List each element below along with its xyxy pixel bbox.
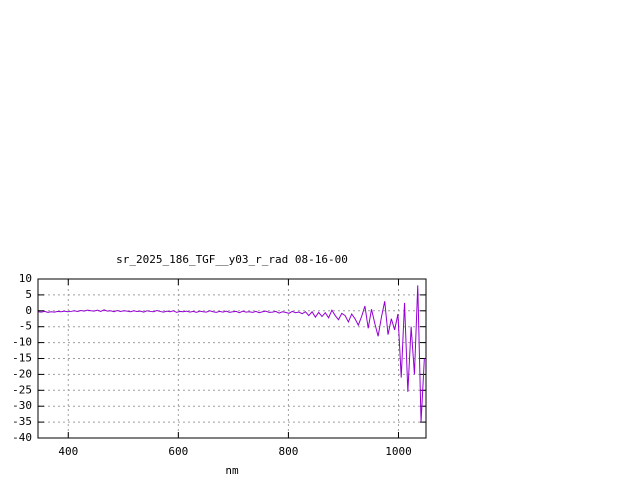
y-tick-label: -10 bbox=[12, 336, 32, 349]
y-tick-label: 0 bbox=[25, 304, 32, 317]
y-tick-label: -35 bbox=[12, 415, 32, 428]
y-tick-label: -30 bbox=[12, 399, 32, 412]
y-tick-label: -5 bbox=[19, 320, 32, 333]
y-tick-label: -25 bbox=[12, 383, 32, 396]
y-tick-label: -15 bbox=[12, 352, 32, 365]
chart-title: sr_2025_186_TGF__y03_r_rad 08-16-00 bbox=[116, 253, 348, 266]
plot-frame bbox=[37, 278, 427, 439]
y-tick-label: -40 bbox=[12, 431, 32, 444]
x-tick-label: 1000 bbox=[385, 445, 412, 458]
data-line bbox=[37, 285, 425, 423]
x-tick-label: 400 bbox=[58, 445, 78, 458]
x-tick-label: 600 bbox=[168, 445, 188, 458]
y-tick-label: 10 bbox=[19, 272, 32, 285]
y-tick-label: 5 bbox=[25, 288, 32, 301]
x-tick-label: 800 bbox=[278, 445, 298, 458]
x-axis-label: nm bbox=[225, 464, 239, 477]
y-tick-label: -20 bbox=[12, 367, 32, 380]
